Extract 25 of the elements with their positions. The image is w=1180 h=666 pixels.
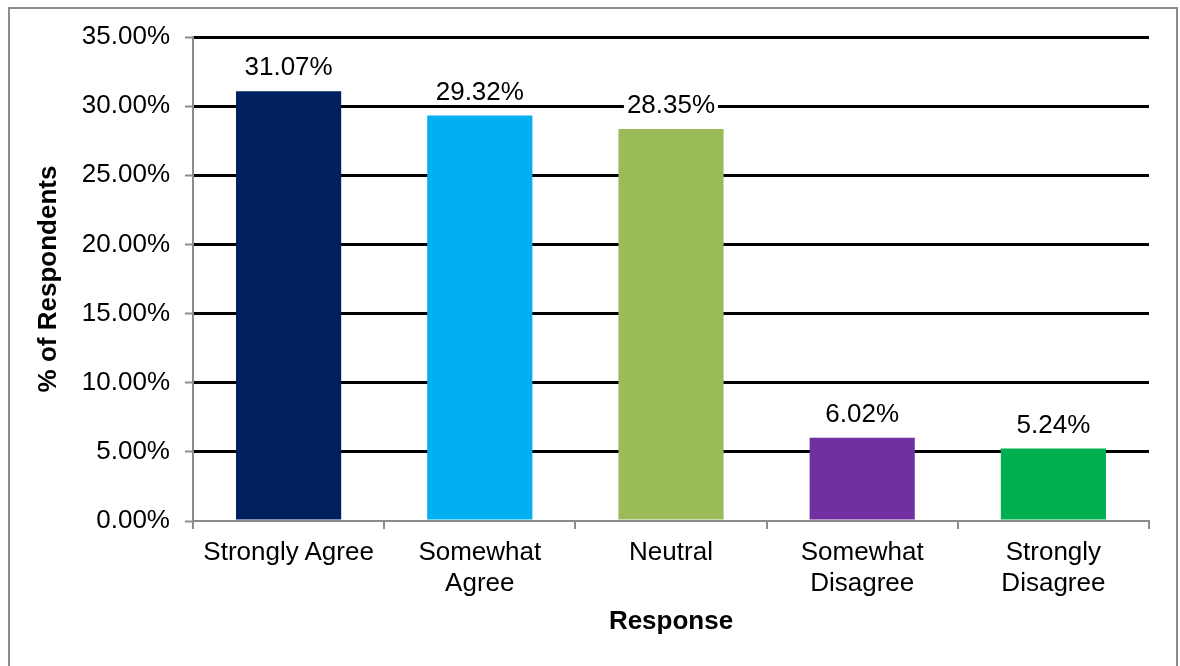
y-tick-label: 5.00%	[96, 435, 170, 466]
data-label: 6.02%	[825, 397, 900, 428]
bar	[618, 128, 724, 520]
x-tick-label: Neutral	[629, 535, 713, 566]
y-tick-label: 35.00%	[81, 20, 170, 51]
y-tick-label: 25.00%	[81, 158, 170, 189]
bar	[1000, 448, 1106, 520]
x-axis-title: Response	[608, 604, 734, 635]
x-tick-label: Somewhat Agree	[418, 535, 542, 597]
bar	[809, 437, 915, 520]
data-label: 31.07%	[244, 51, 333, 82]
data-label: 28.35%	[626, 88, 716, 119]
y-tick-label: 10.00%	[81, 365, 170, 396]
y-tick-label: 20.00%	[81, 227, 170, 258]
y-axis-title: % of Respondents	[31, 165, 62, 393]
bar	[427, 115, 533, 520]
bar	[236, 91, 342, 520]
x-tick-label: Somewhat Disagree	[800, 535, 925, 597]
data-label: 29.32%	[435, 75, 524, 106]
x-tick-label: Strongly Agree	[203, 535, 374, 566]
y-tick-label: 30.00%	[81, 89, 170, 120]
y-tick-label: 15.00%	[81, 296, 170, 327]
x-tick-label: Strongly Disagree	[1001, 535, 1106, 597]
data-label: 5.24%	[1016, 408, 1091, 439]
y-tick-label: 0.00%	[96, 504, 170, 535]
